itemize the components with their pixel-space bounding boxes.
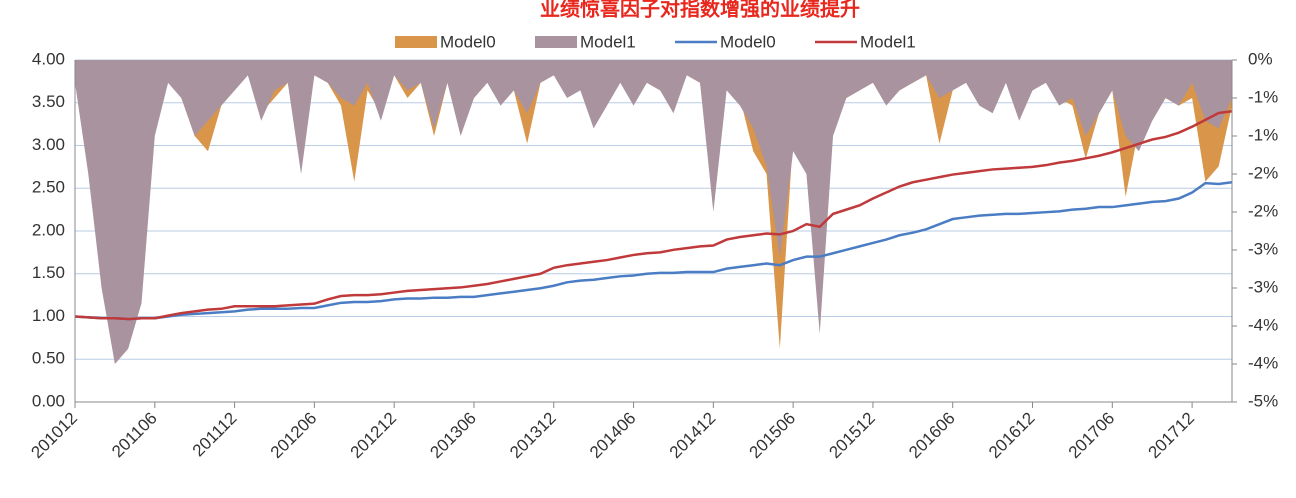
y-tick-label: 3.50 xyxy=(32,92,65,111)
legend-label: Model0 xyxy=(440,32,496,51)
legend-label: Model1 xyxy=(580,32,636,51)
y2-tick-label: -3% xyxy=(1248,239,1278,258)
y-tick-label: 2.50 xyxy=(32,178,65,197)
y2-tick-label: -5% xyxy=(1248,391,1278,410)
y-tick-label: 3.00 xyxy=(32,135,65,154)
line xyxy=(74,181,1233,321)
legend-item: Model1 xyxy=(535,32,636,51)
y2-tick-label: -4% xyxy=(1248,315,1278,334)
y-tick-label: 1.50 xyxy=(32,263,65,282)
x-tick-label: 201406 xyxy=(586,409,640,463)
legend-label: Model1 xyxy=(860,32,916,51)
y2-tick-label: -2% xyxy=(1248,163,1278,182)
x-tick-label: 201312 xyxy=(506,409,560,463)
x-tick-label: 201106 xyxy=(108,409,161,462)
legend-swatch xyxy=(535,36,577,48)
legend-item: Model0 xyxy=(675,32,776,51)
x-tick-label: 201112 xyxy=(189,409,241,461)
x-tick-label: 201306 xyxy=(426,409,480,463)
x-tick-label: 201712 xyxy=(1145,409,1199,463)
x-tick-label: 201412 xyxy=(666,409,720,463)
y2-tick-label: 0% xyxy=(1248,49,1273,68)
y2-tick-label: -1% xyxy=(1248,125,1278,144)
x-tick-label: 201706 xyxy=(1065,409,1119,463)
legend-label: Model0 xyxy=(720,32,776,51)
x-tick-label: 201506 xyxy=(746,409,800,463)
y2-tick-label: -3% xyxy=(1248,277,1278,296)
y-tick-label: 4.00 xyxy=(32,49,65,68)
y2-tick-label: -2% xyxy=(1248,201,1278,220)
y2-tick-label: -1% xyxy=(1248,87,1278,106)
x-tick-label: 201606 xyxy=(905,409,959,463)
y-tick-label: 1.00 xyxy=(32,306,65,325)
x-tick-label: 201206 xyxy=(267,409,321,463)
legend-item: Model0 xyxy=(395,32,496,51)
y2-tick-label: -4% xyxy=(1248,353,1278,372)
x-tick-label: 201612 xyxy=(985,409,1039,463)
x-tick-label: 201212 xyxy=(347,409,401,463)
legend-swatch xyxy=(395,36,437,48)
x-tick-label: 201012 xyxy=(27,409,81,463)
legend-item: Model1 xyxy=(815,32,916,51)
drawdown-area xyxy=(75,60,1232,364)
y-tick-label: 0.50 xyxy=(32,349,65,368)
y-tick-label: 2.00 xyxy=(32,220,65,239)
y-tick-label: 0.00 xyxy=(32,391,65,410)
chart-title: 业绩惊喜因子对指数增强的业绩提升 xyxy=(540,0,860,20)
x-tick-label: 201512 xyxy=(825,409,879,463)
line xyxy=(74,110,1233,321)
